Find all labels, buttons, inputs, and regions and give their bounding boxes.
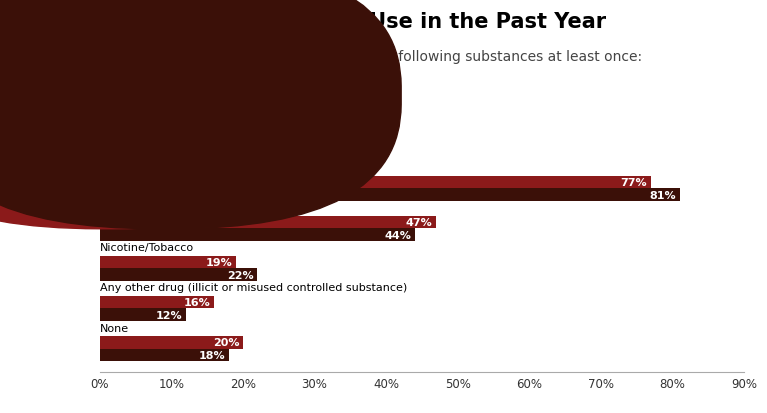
Text: 16%: 16% bbox=[184, 297, 211, 307]
Bar bbox=[100, 336, 243, 349]
Text: None: None bbox=[100, 323, 129, 333]
Text: Marijuana/Cannabis: Marijuana/Cannabis bbox=[100, 203, 210, 213]
Bar bbox=[100, 256, 235, 269]
Text: 22%: 22% bbox=[227, 270, 254, 280]
Bar bbox=[100, 189, 680, 202]
Bar bbox=[100, 296, 214, 309]
Bar bbox=[100, 229, 415, 242]
Text: 47%: 47% bbox=[406, 218, 433, 228]
Text: 77%: 77% bbox=[621, 178, 647, 188]
Text: 2019: 2019 bbox=[174, 88, 213, 102]
Text: 20%: 20% bbox=[212, 337, 239, 347]
Text: Nicotine/Tobacco: Nicotine/Tobacco bbox=[100, 243, 194, 253]
Text: In the past 12 months, I have used the following substances at least once:: In the past 12 months, I have used the f… bbox=[125, 50, 642, 64]
Text: 2022: 2022 bbox=[117, 88, 156, 102]
Bar bbox=[100, 176, 651, 189]
Bar bbox=[100, 216, 436, 229]
Text: 81%: 81% bbox=[650, 190, 676, 200]
Text: 19%: 19% bbox=[206, 257, 232, 267]
Bar bbox=[100, 269, 257, 282]
Text: Alcohol and Drug Use in the Past Year: Alcohol and Drug Use in the Past Year bbox=[160, 12, 607, 32]
Bar bbox=[100, 349, 229, 361]
Text: 12%: 12% bbox=[156, 310, 182, 320]
Text: Alcohol: Alcohol bbox=[100, 163, 140, 173]
Text: 18%: 18% bbox=[199, 350, 225, 360]
Text: 44%: 44% bbox=[384, 230, 411, 240]
Bar bbox=[100, 309, 186, 322]
Text: Any other drug (illicit or misused controlled substance): Any other drug (illicit or misused contr… bbox=[100, 283, 407, 293]
